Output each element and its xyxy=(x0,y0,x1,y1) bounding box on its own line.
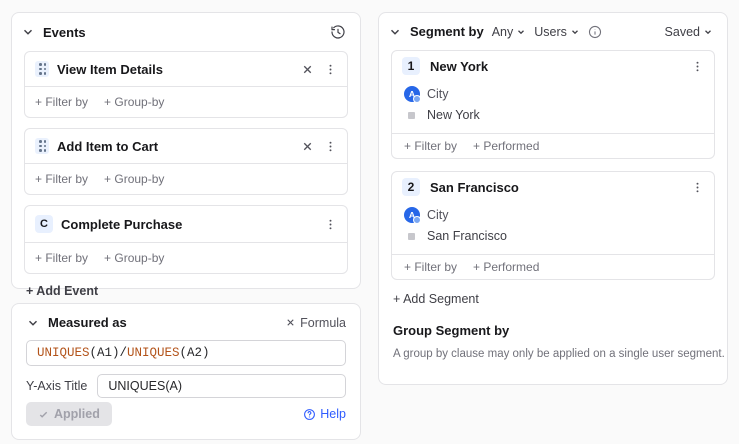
svg-text:A: A xyxy=(409,89,416,99)
svg-text:A: A xyxy=(409,210,416,220)
